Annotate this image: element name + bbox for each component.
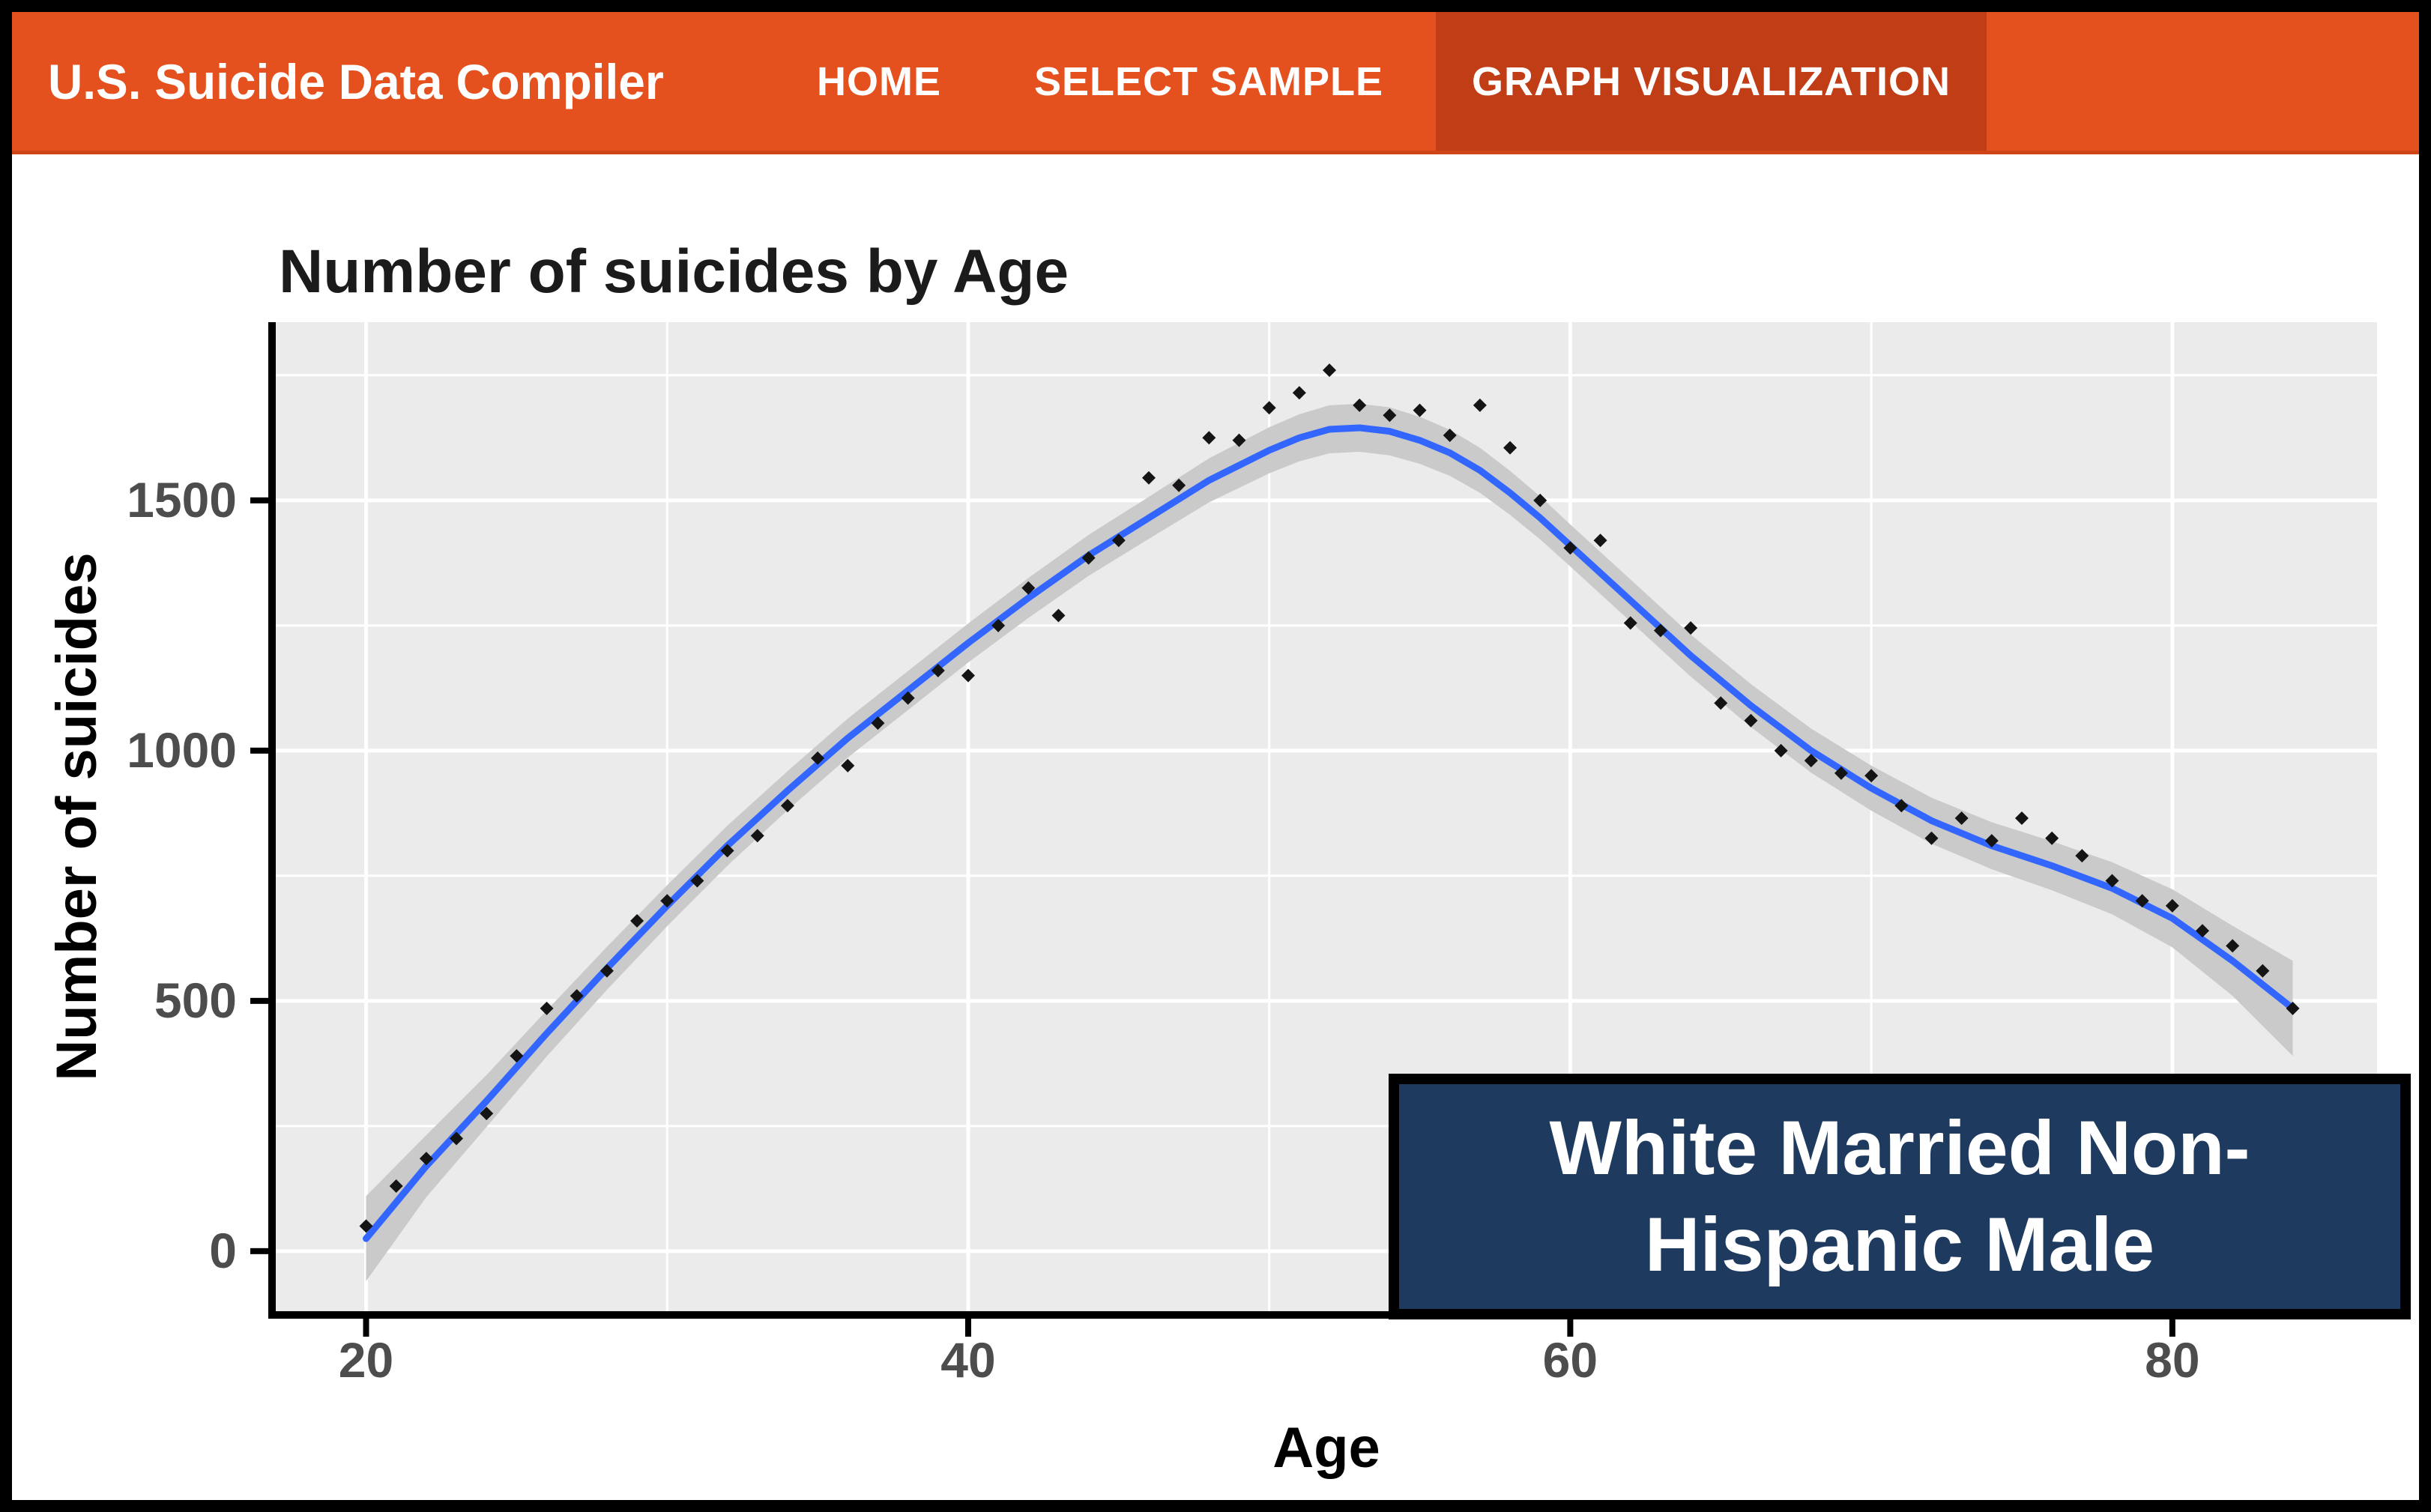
data-point bbox=[1684, 621, 1698, 635]
data-point bbox=[2105, 874, 2119, 888]
x-tick bbox=[363, 1319, 369, 1337]
data-point bbox=[600, 964, 614, 978]
y-tick-label: 1000 bbox=[127, 722, 237, 778]
data-point bbox=[1051, 608, 1066, 623]
data-point bbox=[1954, 811, 1969, 826]
x-axis-line bbox=[268, 1311, 2377, 1319]
data-point bbox=[1232, 433, 1246, 447]
x-tick bbox=[964, 1319, 971, 1337]
data-point bbox=[1864, 769, 1879, 783]
data-point bbox=[841, 758, 855, 772]
data-point bbox=[1533, 493, 1547, 507]
data-point bbox=[570, 989, 584, 1003]
data-point bbox=[1714, 696, 1728, 710]
data-point bbox=[510, 1049, 524, 1063]
y-tick bbox=[250, 1248, 268, 1254]
data-point bbox=[1262, 401, 1276, 415]
nav-bar: U.S. Suicide Data Compiler HOME SELECT SA… bbox=[12, 12, 2419, 154]
x-tick-label: 80 bbox=[2145, 1332, 2199, 1388]
data-point bbox=[1984, 834, 1999, 848]
data-point bbox=[1473, 398, 1487, 412]
data-point bbox=[690, 874, 704, 888]
data-point bbox=[1172, 478, 1186, 492]
y-tick bbox=[250, 747, 268, 754]
data-point bbox=[1774, 743, 1788, 757]
data-point bbox=[1503, 441, 1518, 455]
y-tick bbox=[250, 997, 268, 1004]
sample-label-line2: Hispanic Male bbox=[1644, 1202, 2155, 1287]
data-point bbox=[2135, 894, 2149, 908]
data-point bbox=[660, 894, 674, 908]
y-tick-label: 500 bbox=[154, 973, 237, 1028]
data-point bbox=[1593, 533, 1607, 548]
x-tick-label: 20 bbox=[339, 1332, 393, 1388]
data-point bbox=[1443, 428, 1457, 442]
data-point bbox=[1292, 386, 1306, 400]
chart-title: Number of suicides by Age bbox=[279, 238, 1069, 306]
data-point bbox=[540, 1001, 554, 1015]
data-point bbox=[1653, 623, 1667, 638]
data-point bbox=[630, 913, 644, 928]
data-point bbox=[1744, 713, 1758, 728]
sample-label-line1: White Married Non- bbox=[1549, 1105, 2250, 1191]
x-tick-label: 40 bbox=[940, 1332, 995, 1388]
data-point bbox=[2075, 849, 2089, 863]
data-point bbox=[1383, 408, 1397, 423]
data-point bbox=[1413, 403, 1427, 417]
data-point bbox=[1924, 831, 1939, 845]
data-point bbox=[811, 751, 825, 765]
smooth-line bbox=[363, 424, 2297, 1242]
data-point bbox=[1021, 581, 1036, 595]
data-point bbox=[1081, 551, 1096, 565]
x-axis-title: Age bbox=[1272, 1416, 1380, 1480]
data-point bbox=[450, 1131, 464, 1146]
nav-item-graph-visualization[interactable]: GRAPH VISUALIZATION bbox=[1436, 12, 1987, 151]
x-tick bbox=[2169, 1319, 2175, 1337]
x-tick-label: 60 bbox=[1543, 1332, 1598, 1388]
data-point bbox=[780, 799, 794, 813]
y-axis-title: Number of suicides bbox=[45, 552, 109, 1080]
data-point bbox=[1563, 541, 1577, 555]
confidence-band bbox=[366, 403, 2293, 1281]
data-point bbox=[389, 1179, 403, 1193]
y-axis-line bbox=[268, 322, 276, 1319]
data-point bbox=[2196, 924, 2210, 938]
data-point bbox=[1804, 754, 1818, 768]
data-point bbox=[991, 618, 1006, 632]
data-point bbox=[1834, 766, 1848, 780]
data-point bbox=[480, 1107, 494, 1121]
data-point bbox=[720, 844, 734, 858]
data-point bbox=[931, 663, 945, 677]
data-point bbox=[1202, 431, 1216, 445]
data-point bbox=[1353, 398, 1367, 412]
data-point bbox=[1623, 616, 1637, 630]
x-tick bbox=[1567, 1319, 1574, 1337]
data-point bbox=[419, 1152, 433, 1166]
y-tick-label: 0 bbox=[209, 1223, 237, 1278]
nav-item-home[interactable]: HOME bbox=[817, 58, 941, 104]
y-tick bbox=[250, 497, 268, 504]
data-point bbox=[359, 1219, 373, 1233]
data-point bbox=[2165, 898, 2179, 913]
data-point bbox=[2226, 939, 2240, 953]
data-point bbox=[901, 691, 915, 705]
app-title: U.S. Suicide Data Compiler bbox=[48, 53, 664, 109]
data-point bbox=[2286, 1001, 2300, 1015]
data-point bbox=[2014, 811, 2029, 826]
nav-menu: HOME SELECT SAMPLE GRAPH VISUALIZATION bbox=[791, 12, 1987, 151]
data-point bbox=[1894, 799, 1909, 813]
data-point bbox=[750, 829, 764, 843]
data-point bbox=[871, 716, 885, 731]
data-point bbox=[1141, 471, 1156, 485]
data-point bbox=[2256, 964, 2270, 978]
data-point bbox=[2045, 831, 2059, 845]
data-point bbox=[961, 668, 975, 683]
sample-label-box: White Married Non- Hispanic Male bbox=[1389, 1074, 2411, 1319]
nav-item-select-sample[interactable]: SELECT SAMPLE bbox=[1034, 58, 1384, 104]
y-tick-label: 1500 bbox=[127, 472, 237, 527]
data-point bbox=[1111, 533, 1126, 548]
data-point bbox=[1323, 363, 1337, 378]
